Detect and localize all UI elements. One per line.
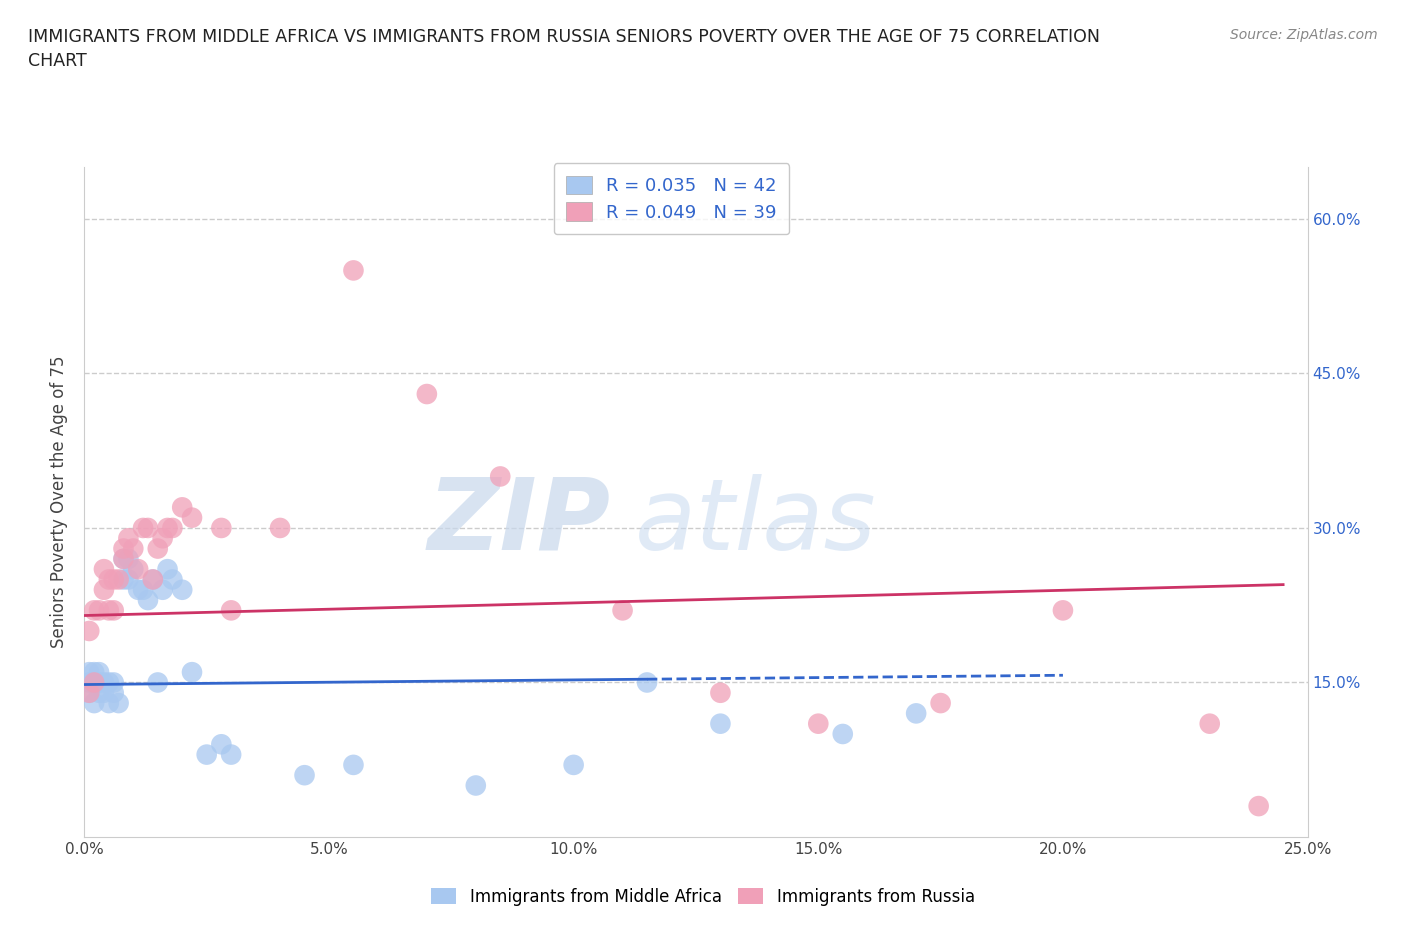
Point — [117, 572, 139, 587]
Point — [83, 675, 105, 690]
Point — [77, 685, 100, 700]
Point — [97, 572, 120, 587]
Point — [93, 685, 115, 700]
Point — [103, 685, 125, 700]
Point — [97, 696, 120, 711]
Point — [112, 551, 135, 566]
Point — [103, 603, 125, 618]
Point — [112, 541, 135, 556]
Point — [83, 675, 105, 690]
Point — [156, 521, 179, 536]
Point — [636, 675, 658, 690]
Point — [162, 521, 184, 536]
Point — [172, 582, 194, 597]
Point — [709, 716, 731, 731]
Point — [562, 757, 585, 772]
Point — [219, 603, 242, 618]
Point — [416, 387, 439, 402]
Point — [269, 521, 291, 536]
Point — [146, 541, 169, 556]
Text: Source: ZipAtlas.com: Source: ZipAtlas.com — [1230, 28, 1378, 42]
Point — [132, 582, 155, 597]
Point — [87, 685, 110, 700]
Point — [117, 531, 139, 546]
Point — [219, 747, 242, 762]
Point — [209, 737, 232, 751]
Point — [152, 582, 174, 597]
Point — [1247, 799, 1270, 814]
Point — [107, 696, 129, 711]
Point — [77, 623, 100, 638]
Text: ZIP: ZIP — [427, 473, 610, 571]
Point — [612, 603, 634, 618]
Point — [122, 562, 145, 577]
Point — [489, 469, 512, 484]
Point — [83, 696, 105, 711]
Point — [87, 665, 110, 680]
Legend: R = 0.035   N = 42, R = 0.049   N = 39: R = 0.035 N = 42, R = 0.049 N = 39 — [554, 163, 789, 234]
Point — [342, 757, 364, 772]
Point — [294, 768, 316, 783]
Point — [142, 572, 165, 587]
Point — [103, 675, 125, 690]
Point — [1198, 716, 1220, 731]
Point — [136, 521, 159, 536]
Point — [156, 562, 179, 577]
Point — [103, 572, 125, 587]
Point — [195, 747, 218, 762]
Legend: Immigrants from Middle Africa, Immigrants from Russia: Immigrants from Middle Africa, Immigrant… — [425, 881, 981, 912]
Point — [1052, 603, 1074, 618]
Point — [807, 716, 830, 731]
Point — [87, 675, 110, 690]
Point — [87, 603, 110, 618]
Point — [93, 562, 115, 577]
Point — [172, 500, 194, 515]
Point — [831, 726, 853, 741]
Text: IMMIGRANTS FROM MIDDLE AFRICA VS IMMIGRANTS FROM RUSSIA SENIORS POVERTY OVER THE: IMMIGRANTS FROM MIDDLE AFRICA VS IMMIGRA… — [28, 28, 1099, 70]
Point — [97, 675, 120, 690]
Point — [83, 603, 105, 618]
Point — [929, 696, 952, 711]
Point — [146, 675, 169, 690]
Point — [77, 665, 100, 680]
Point — [181, 511, 204, 525]
Point — [77, 675, 100, 690]
Point — [112, 572, 135, 587]
Point — [97, 603, 120, 618]
Point — [181, 665, 204, 680]
Point — [136, 592, 159, 607]
Point — [709, 685, 731, 700]
Point — [127, 562, 149, 577]
Point — [342, 263, 364, 278]
Point — [77, 685, 100, 700]
Point — [464, 778, 486, 793]
Point — [112, 551, 135, 566]
Point — [83, 665, 105, 680]
Point — [107, 572, 129, 587]
Point — [127, 582, 149, 597]
Text: atlas: atlas — [636, 473, 876, 571]
Point — [162, 572, 184, 587]
Point — [132, 521, 155, 536]
Point — [122, 541, 145, 556]
Point — [905, 706, 928, 721]
Point — [142, 572, 165, 587]
Point — [93, 675, 115, 690]
Point — [93, 582, 115, 597]
Point — [117, 551, 139, 566]
Point — [209, 521, 232, 536]
Point — [152, 531, 174, 546]
Y-axis label: Seniors Poverty Over the Age of 75: Seniors Poverty Over the Age of 75 — [51, 356, 69, 648]
